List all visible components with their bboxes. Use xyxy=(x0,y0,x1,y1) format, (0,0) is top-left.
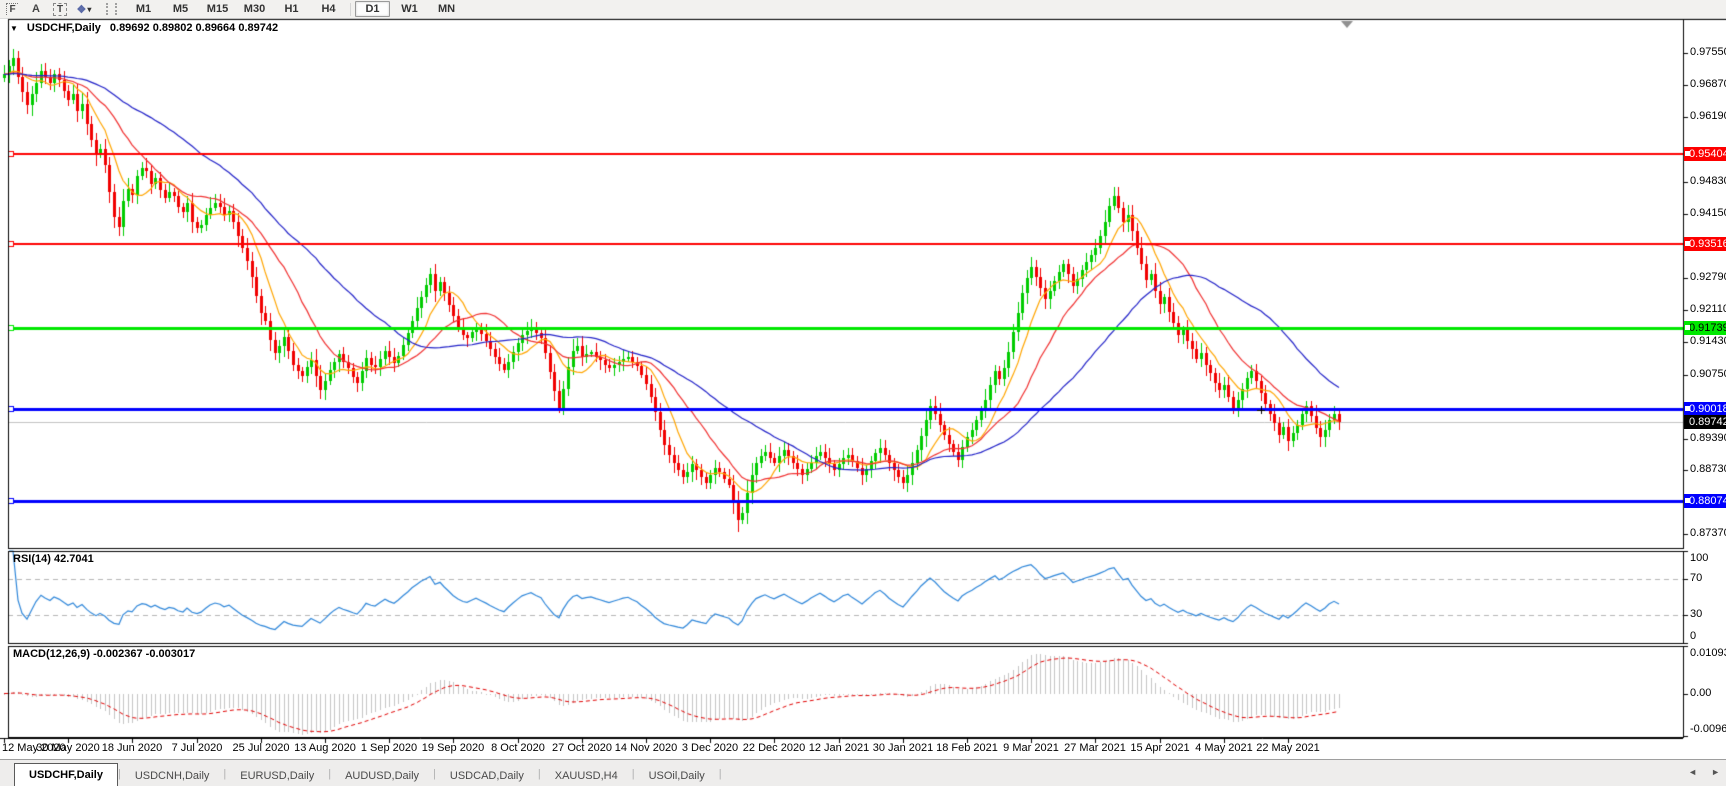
tab-divider: | xyxy=(117,767,121,780)
tab-divider: | xyxy=(223,767,227,780)
tab-divider: | xyxy=(328,767,332,780)
symbol-tab-eurusd[interactable]: EURUSD,Daily xyxy=(240,770,315,782)
tabs-container: USDCHF,Daily | USDCNH,Daily | EURUSD,Daily | A… xyxy=(0,760,722,787)
symbol-tab-audusd[interactable]: AUDUSD,Daily xyxy=(345,770,420,782)
symbol-tab-usdchf[interactable]: USDCHF,Daily xyxy=(14,763,118,787)
symbol-tab-usdcnh[interactable]: USDCNH,Daily xyxy=(134,770,210,782)
tab-divider: | xyxy=(433,767,436,780)
tab-scroll-right-icon[interactable]: ► xyxy=(1711,767,1720,777)
tab-divider: | xyxy=(718,767,722,780)
symbol-tab-xauusd[interactable]: XAUUSD,H4 xyxy=(554,770,618,782)
tab-divider: | xyxy=(631,767,635,780)
tab-divider: | xyxy=(537,767,541,780)
tab-scroll-left-icon[interactable]: ◄ xyxy=(1688,767,1698,777)
tab-scroll-buttons: ◄ ► xyxy=(1688,767,1720,777)
symbol-tab-usdcad[interactable]: USDCAD,Daily xyxy=(449,770,524,782)
bottom-strip xyxy=(0,786,1726,789)
chart-tab-bar: USDCHF,Daily | USDCNH,Daily | EURUSD,Daily | A… xyxy=(0,759,1726,787)
symbol-tab-usoil[interactable]: USOil,Daily xyxy=(648,770,705,782)
